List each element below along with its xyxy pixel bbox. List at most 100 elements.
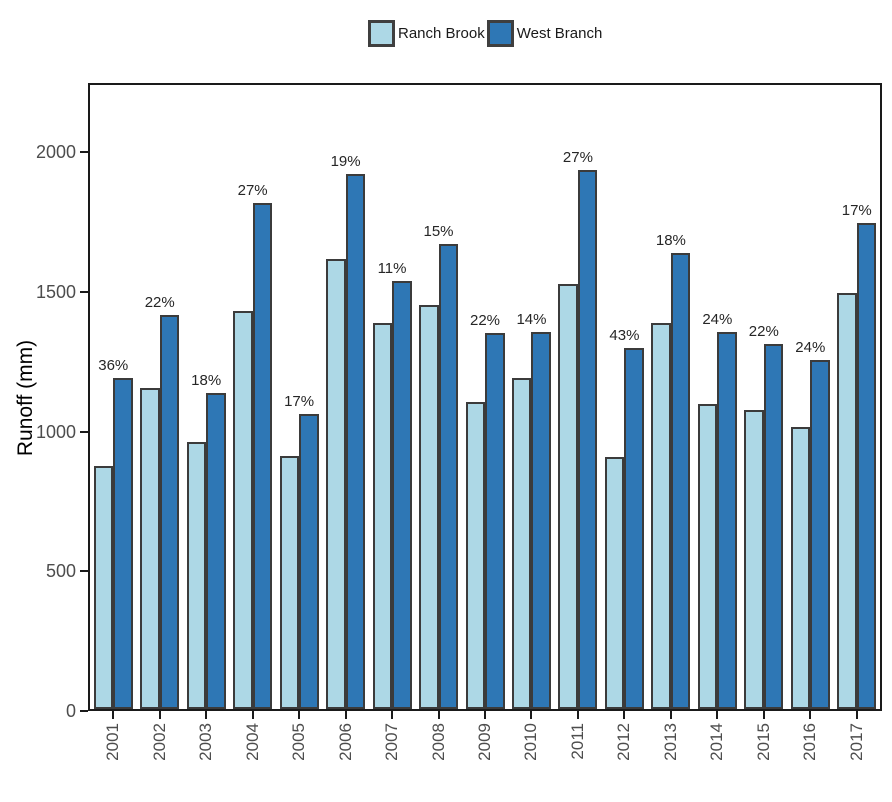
x-tick-label-2003: 2003 — [196, 723, 216, 761]
bar-ranch-brook-2009 — [465, 402, 485, 709]
x-tick-label-2007: 2007 — [382, 723, 402, 761]
x-tick-label-2011: 2011 — [567, 723, 587, 760]
x-tick — [344, 711, 347, 719]
bar-ranch-brook-2016 — [790, 427, 811, 709]
bar-ranch-brook-2004 — [233, 311, 253, 709]
y-tick-label: 2000 — [35, 142, 76, 162]
x-tick — [576, 711, 579, 719]
bar-west-branch-2006 — [345, 174, 366, 709]
bar-west-branch-2007 — [392, 281, 412, 709]
percent-label-2005: 17% — [284, 393, 315, 410]
bar-ranch-brook-2013 — [651, 323, 671, 709]
legend-item-ranch-brook: Ranch Brook — [368, 20, 487, 47]
percent-label-2016: 24% — [795, 339, 826, 356]
bar-ranch-brook-2008 — [419, 305, 439, 709]
legend-label-west-branch: West Branch — [516, 25, 603, 42]
bar-ranch-brook-2003 — [186, 442, 207, 709]
bar-west-branch-2014 — [717, 332, 737, 709]
bar-west-branch-2017 — [856, 223, 877, 709]
bar-west-branch-2012 — [624, 348, 644, 709]
x-tick-label-2006: 2006 — [335, 723, 355, 761]
bar-ranch-brook-2012 — [604, 457, 625, 709]
bar-ranch-brook-2010 — [511, 378, 532, 709]
bar-west-branch-2009 — [485, 333, 505, 709]
bar-west-branch-2002 — [159, 315, 180, 709]
percent-label-2003: 18% — [191, 372, 222, 389]
x-tick — [158, 711, 161, 719]
x-tick — [669, 711, 672, 719]
bar-west-branch-2001 — [113, 378, 133, 709]
y-tick — [80, 290, 88, 293]
x-tick-label-2004: 2004 — [242, 723, 262, 761]
x-tick-label-2009: 2009 — [475, 723, 494, 761]
x-tick-label-2017: 2017 — [846, 723, 866, 761]
x-tick-label-2005: 2005 — [289, 723, 309, 761]
bar-ranch-brook-2001 — [93, 466, 114, 709]
x-tick — [298, 711, 301, 719]
percent-label-2012: 43% — [609, 327, 640, 344]
legend: Ranch Brook West Branch — [368, 20, 604, 47]
x-tick-label-2012: 2012 — [614, 723, 634, 761]
bar-west-branch-2005 — [299, 414, 319, 709]
percent-label-2008: 15% — [423, 223, 454, 240]
x-tick-label-2014: 2014 — [707, 723, 727, 761]
bar-west-branch-2004 — [252, 203, 273, 709]
x-tick — [484, 711, 486, 719]
percent-label-2017: 17% — [841, 202, 872, 219]
percent-label-2004: 27% — [237, 182, 268, 199]
plot-area: 36% 22% 18% 27% 17% 19% 11% 15% 22% 14% 27% 43% 18% 2… — [88, 83, 882, 711]
y-tick — [80, 151, 88, 153]
y-tick-label: 1500 — [35, 281, 76, 302]
bar-ranch-brook-2015 — [744, 410, 764, 709]
legend-swatch-west-branch — [486, 20, 514, 47]
bar-west-branch-2010 — [531, 332, 551, 709]
x-tick-label-2013: 2013 — [660, 723, 680, 761]
bars-container: 36% 22% 18% 27% 17% 19% 11% 15% 22% 14% 27% 43% 18% 2… — [90, 85, 880, 709]
percent-label-2009: 22% — [469, 312, 501, 329]
x-tick — [623, 711, 626, 719]
x-tick — [205, 711, 208, 719]
x-tick — [391, 711, 394, 719]
y-tick-label: 500 — [45, 561, 76, 582]
x-tick-label-2016: 2016 — [800, 723, 820, 761]
x-tick — [762, 711, 765, 719]
y-tick-label: 1000 — [35, 421, 76, 442]
percent-label-2002: 22% — [144, 294, 175, 311]
x-tick — [437, 711, 440, 719]
bar-west-branch-2016 — [810, 360, 830, 709]
legend-item-west-branch: West Branch — [486, 20, 605, 47]
percent-label-2013: 18% — [655, 232, 686, 249]
percent-label-2001: 36% — [98, 357, 129, 374]
y-tick-label: 0 — [65, 701, 76, 721]
percent-label-2011: 27% — [562, 149, 593, 166]
legend-label-ranch-brook: Ranch Brook — [398, 25, 485, 42]
percent-label-2010: 14% — [516, 311, 547, 328]
x-tick — [112, 711, 115, 719]
bar-ranch-brook-2007 — [372, 323, 393, 709]
x-tick — [855, 711, 858, 719]
bar-west-branch-2013 — [670, 253, 691, 709]
x-tick — [530, 711, 533, 719]
bar-ranch-brook-2017 — [837, 293, 857, 709]
x-tick-label-2002: 2002 — [149, 723, 169, 761]
y-tick — [80, 570, 88, 573]
legend-swatch-ranch-brook — [368, 20, 395, 47]
x-tick — [809, 711, 812, 719]
percent-label-2006: 19% — [330, 153, 361, 170]
x-tick-label-2008: 2008 — [428, 723, 448, 761]
y-axis-title: Runoff (mm) — [14, 339, 37, 457]
percent-label-2014: 24% — [702, 311, 733, 328]
bar-ranch-brook-2011 — [558, 284, 578, 709]
percent-label-2007: 11% — [377, 260, 407, 277]
bar-west-branch-2015 — [763, 344, 784, 709]
percent-label-2015: 22% — [748, 323, 779, 340]
bar-ranch-brook-2002 — [140, 388, 160, 709]
x-tick — [716, 711, 719, 719]
bar-ranch-brook-2014 — [697, 404, 718, 709]
x-tick-label-2010: 2010 — [521, 723, 541, 761]
x-tick-label-2001: 2001 — [103, 723, 123, 761]
y-tick — [80, 430, 88, 433]
x-tick-label-2015: 2015 — [753, 723, 773, 761]
x-tick — [251, 711, 254, 719]
